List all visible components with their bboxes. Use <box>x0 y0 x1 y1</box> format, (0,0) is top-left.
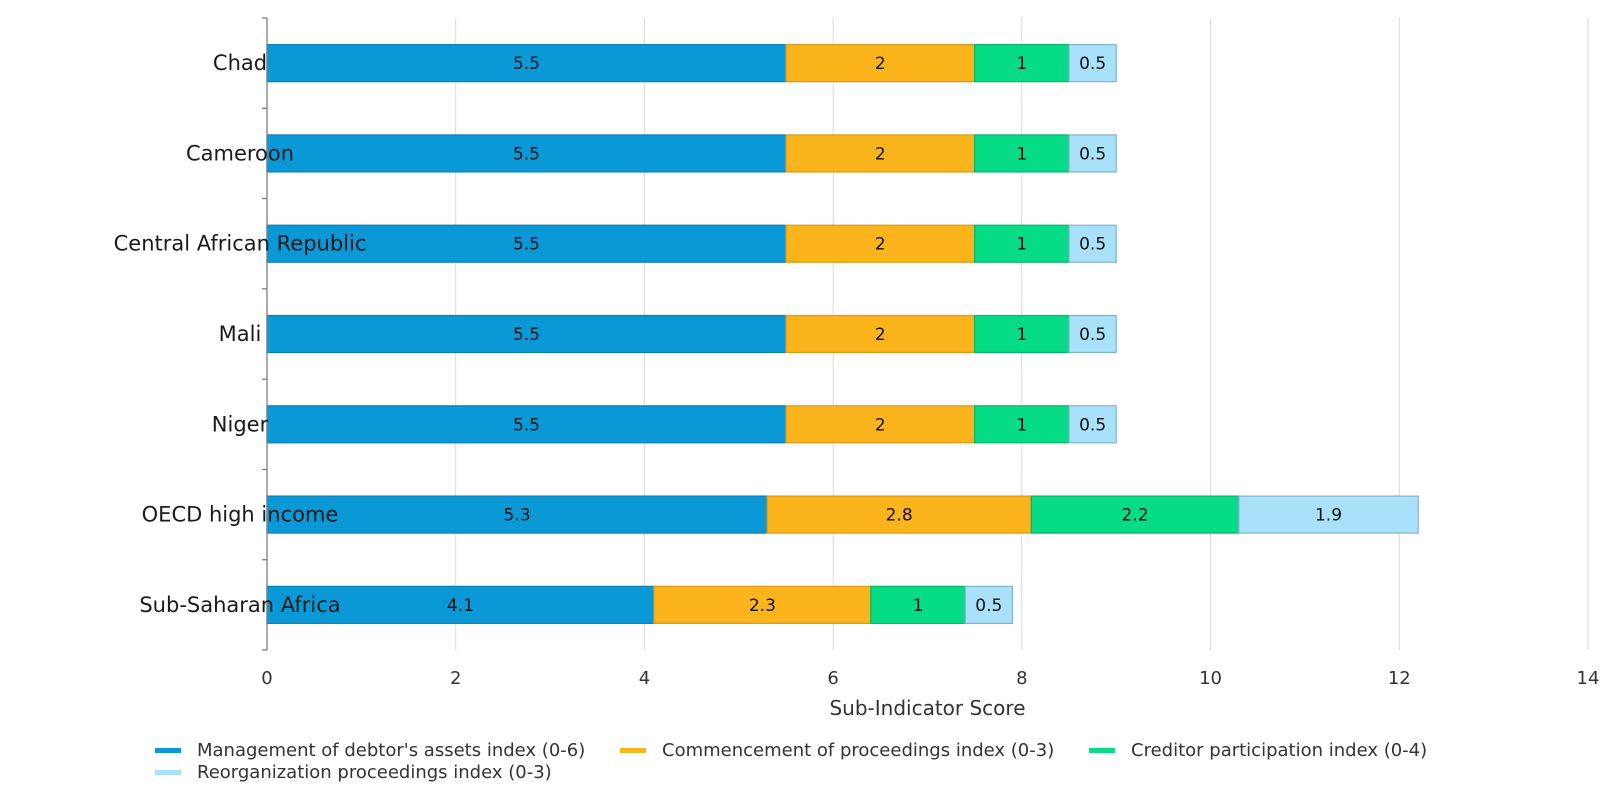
bar-segment <box>266 314 787 354</box>
bar-segment <box>266 134 787 173</box>
x-tick-label: 12 <box>1388 668 1411 689</box>
data-label: 1.9 <box>1315 506 1342 526</box>
data-label: 0.5 <box>1079 144 1106 164</box>
category-label: Cameroon <box>186 141 294 165</box>
x-tick-label: 14 <box>1577 668 1600 689</box>
data-label: 5.5 <box>513 235 540 255</box>
bar-segment <box>653 585 872 624</box>
category-label: Mali <box>219 322 262 346</box>
bar-segment <box>1068 44 1117 83</box>
data-label: 0.5 <box>1079 235 1106 255</box>
bar-segment <box>785 134 976 173</box>
data-label: 2.3 <box>749 596 776 616</box>
bar-segment <box>1030 495 1240 534</box>
x-tick-label: 2 <box>450 668 461 689</box>
bars-layer: 5.5 2 1 0.5 5.5 2 1 0.5 5.5 2 1 0.5 5.5 2 1 0.5 5.5 2 1 0.5… <box>266 44 1419 624</box>
data-label: 2 <box>875 235 886 255</box>
bar-segment <box>785 314 976 354</box>
category-label: Sub-Saharan Africa <box>139 593 340 617</box>
data-label: 2 <box>875 144 886 164</box>
legend-swatch <box>155 748 181 753</box>
x-tick-label: 8 <box>1016 668 1027 689</box>
legend-swatch <box>620 748 646 753</box>
bar-segment <box>1068 134 1117 173</box>
bar-segment <box>266 585 655 624</box>
bar-segment <box>1238 495 1419 534</box>
x-axis-label: Sub-Indicator Score <box>829 696 1025 720</box>
data-label: 0.5 <box>975 596 1002 616</box>
data-label: 1 <box>1016 235 1027 255</box>
data-label: 2.2 <box>1122 506 1149 526</box>
data-label: 5.5 <box>513 54 540 74</box>
bar-segment <box>1068 224 1117 263</box>
bar-segment <box>974 44 1070 83</box>
category-label: Central African Republic <box>114 232 367 256</box>
bar-segment <box>785 44 976 83</box>
x-tick-label: 4 <box>639 668 650 689</box>
data-label: 0.5 <box>1079 54 1106 74</box>
data-label: 2 <box>875 325 886 345</box>
category-label: Chad <box>213 51 267 75</box>
data-label: 0.5 <box>1079 415 1106 435</box>
bar-segment <box>266 495 768 534</box>
data-label: 2 <box>875 415 886 435</box>
x-tick-label: 0 <box>261 668 272 689</box>
data-label: 2 <box>875 54 886 74</box>
x-tick-label: 6 <box>827 668 838 689</box>
legend-label: Reorganization proceedings index (0-3) <box>197 762 552 783</box>
bar-segment <box>266 405 787 444</box>
data-label: 2.8 <box>886 506 913 526</box>
data-label: 0.5 <box>1079 325 1106 345</box>
legend-label: Creditor participation index (0-4) <box>1131 740 1427 761</box>
data-label: 1 <box>1016 144 1027 164</box>
data-label: 1 <box>1016 325 1027 345</box>
data-label: 5.5 <box>513 144 540 164</box>
x-tick-label: 10 <box>1199 668 1222 689</box>
data-label: 5.5 <box>513 325 540 345</box>
data-label: 1 <box>913 596 924 616</box>
legend-swatch <box>155 770 181 775</box>
category-label: Niger <box>212 412 269 436</box>
data-label: 5.5 <box>513 415 540 435</box>
data-label: 1 <box>1016 415 1027 435</box>
category-label: OECD high income <box>142 503 339 527</box>
bar-segment <box>1068 314 1117 354</box>
legend-swatch <box>1089 748 1115 753</box>
bar-segment <box>1068 405 1117 444</box>
bar-segment <box>964 585 1014 624</box>
data-label: 4.1 <box>447 596 474 616</box>
bar-segment <box>766 495 1032 534</box>
bar-segment <box>974 224 1070 263</box>
legend: Management of debtor's assets index (0-6… <box>155 740 1427 783</box>
bar-segment <box>974 405 1070 444</box>
legend-label: Commencement of proceedings index (0-3) <box>662 740 1054 761</box>
data-label: 1 <box>1016 54 1027 74</box>
data-label: 5.3 <box>504 506 531 526</box>
legend-label: Management of debtor's assets index (0-6… <box>197 740 585 761</box>
